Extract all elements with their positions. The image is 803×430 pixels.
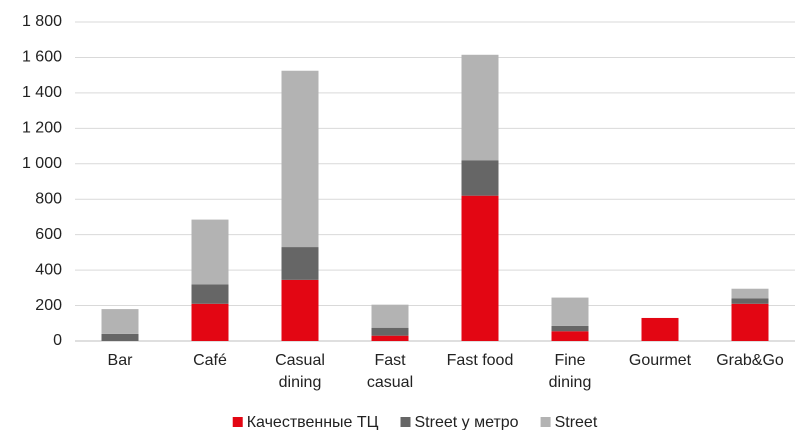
y-tick-label: 200 xyxy=(35,297,62,314)
bar-segment xyxy=(731,298,769,304)
x-tick-label: Bar xyxy=(108,352,134,369)
bar-segment xyxy=(371,304,409,328)
bar-segment xyxy=(281,279,319,341)
bar-segment xyxy=(551,325,589,332)
y-tick-label: 1 000 xyxy=(22,155,62,172)
x-tick-label: Gourmet xyxy=(629,352,692,369)
x-tick-label: Café xyxy=(193,352,227,369)
legend: Качественные ТЦ Street у метро Street xyxy=(232,414,598,430)
x-tick-label: Fast casual xyxy=(367,352,413,391)
bar-segment xyxy=(461,54,499,161)
bar-segment xyxy=(641,317,679,341)
bar-segment xyxy=(191,219,229,285)
legend-swatch xyxy=(400,417,411,427)
legend-label: Street xyxy=(555,414,598,430)
bar-segment xyxy=(551,297,589,326)
y-tick-label: 600 xyxy=(35,226,62,243)
bar-segment xyxy=(371,335,409,341)
x-tick-label: Grab&Go xyxy=(716,352,784,369)
x-tick-label: Casual dining xyxy=(275,352,325,391)
y-tick-label: 400 xyxy=(35,261,62,278)
bar-segment xyxy=(281,70,319,248)
legend-label: Street у метро xyxy=(415,414,519,430)
y-tick-label: 1 400 xyxy=(22,84,62,101)
x-tick-label: Fast food xyxy=(447,352,514,369)
bar-segment xyxy=(461,195,499,341)
y-tick-label: 800 xyxy=(35,190,62,207)
bar-segment xyxy=(371,327,409,336)
bar-segment xyxy=(281,247,319,280)
legend-label: Качественные ТЦ xyxy=(247,414,379,430)
bar-segment xyxy=(101,333,139,341)
y-tick-label: 0 xyxy=(53,332,62,349)
bar-segment xyxy=(461,160,499,196)
bar-segment xyxy=(101,309,139,334)
legend-swatch xyxy=(232,417,243,427)
y-tick-label: 1 800 xyxy=(22,13,62,30)
y-tick-label: 1 600 xyxy=(22,49,62,66)
x-tick-label: Fine dining xyxy=(549,352,592,391)
bar-segment xyxy=(191,284,229,304)
bar-segment xyxy=(731,303,769,341)
legend-swatch xyxy=(540,417,551,427)
bar-segment xyxy=(191,303,229,341)
bar-segment xyxy=(731,288,769,299)
bar-segment xyxy=(551,331,589,341)
y-tick-label: 1 200 xyxy=(22,120,62,137)
